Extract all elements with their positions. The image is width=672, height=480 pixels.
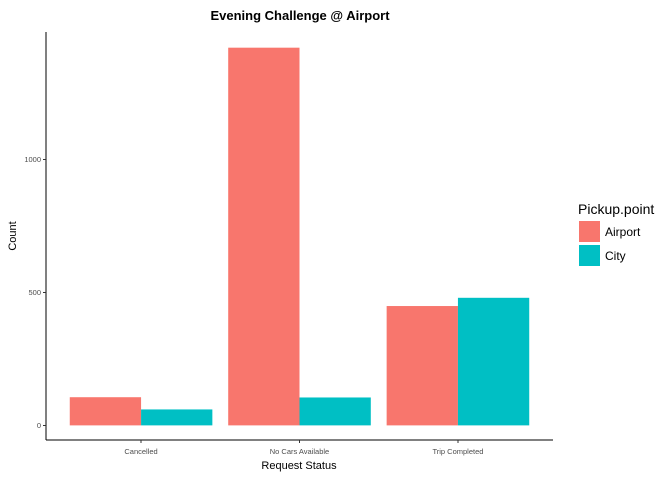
x-axis-ticks: Cancelled No Cars Available Trip Completed [124, 440, 483, 456]
bars-group [69, 47, 530, 426]
y-axis-title: Count [7, 221, 19, 250]
bar-no-cars-available-city [299, 397, 371, 426]
legend-items: Airport City [579, 221, 641, 266]
bar-no-cars-available-airport [228, 47, 300, 426]
bar-cancelled-airport [69, 397, 142, 426]
y-tick-label: 0 [37, 421, 41, 430]
legend-title: Pickup.point [578, 201, 654, 217]
x-tick-label: No Cars Available [270, 447, 329, 456]
chart-title: Evening Challenge @ Airport [210, 8, 390, 23]
y-tick-label: 500 [28, 288, 41, 297]
bar-trip-completed-airport [386, 306, 458, 426]
legend: Pickup.point Airport City [578, 201, 654, 266]
x-axis-title: Request Status [261, 460, 337, 472]
legend-key-city [579, 245, 600, 266]
bar-trip-completed-city [457, 297, 530, 426]
legend-label-city: City [605, 249, 626, 263]
x-tick-label: Trip Completed [432, 447, 483, 456]
bar-cancelled-city [141, 409, 213, 426]
y-tick-label: 1000 [24, 155, 41, 164]
legend-label-airport: Airport [605, 225, 641, 239]
legend-key-airport [579, 221, 600, 242]
y-axis-ticks: 0 500 1000 [24, 155, 46, 430]
x-tick-label: Cancelled [124, 447, 157, 456]
